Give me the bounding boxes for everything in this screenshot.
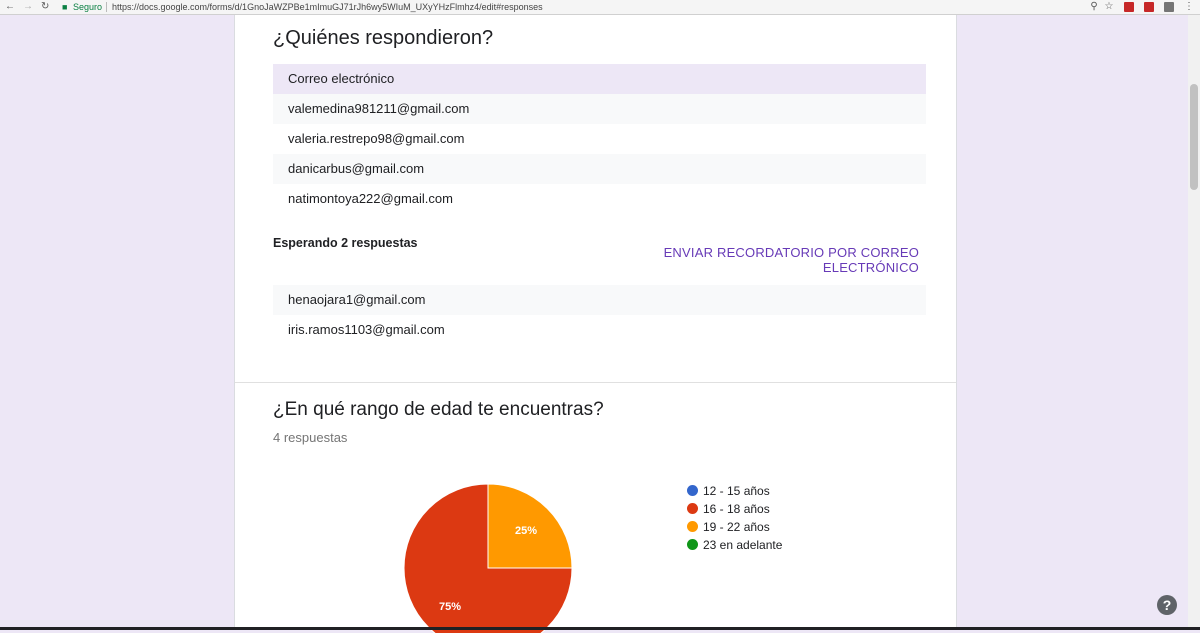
waiting-label: Esperando 2 respuestas — [273, 236, 418, 250]
table-row: iris.ramos1103@gmail.com — [273, 315, 926, 345]
table-row: valemedina981211@gmail.com — [273, 94, 926, 124]
pie-slice[interactable] — [487, 483, 573, 569]
age-range-pie-chart: 25% 75% — [403, 483, 573, 633]
chart-legend: 12 - 15 años 16 - 18 años 19 - 22 años 23 e… — [687, 482, 782, 554]
pie-slice-label: 25% — [515, 525, 537, 537]
browser-toolbar: ← → ↻ ■ Seguro https://docs.google.com/f… — [0, 0, 1200, 15]
respondent-email: valeria.restrepo98@gmail.com — [288, 131, 465, 146]
response-count: 4 respuestas — [273, 430, 348, 445]
legend-item: 19 - 22 años — [687, 518, 782, 536]
reload-icon[interactable]: ↻ — [41, 1, 50, 12]
table-row: valeria.restrepo98@gmail.com — [273, 124, 926, 154]
help-icon[interactable]: ? — [1157, 595, 1177, 615]
respondent-email: valemedina981211@gmail.com — [288, 101, 470, 116]
secure-label: Seguro — [73, 2, 103, 12]
pending-email: iris.ramos1103@gmail.com — [288, 322, 445, 337]
taskbar-edge — [0, 627, 1200, 630]
question-title: ¿En qué rango de edad te encuentras? — [273, 399, 604, 420]
table-row: henaojara1@gmail.com — [273, 285, 926, 315]
address-bar[interactable]: https://docs.google.com/forms/d/1GnoJaWZ… — [112, 2, 543, 12]
table-header: Correo electrónico — [273, 64, 926, 94]
legend-color-dot — [687, 503, 698, 514]
scrollbar-thumb[interactable] — [1190, 84, 1198, 190]
responses-card: ¿Quiénes respondieron? Correo electrónic… — [234, 15, 957, 633]
legend-color-dot — [687, 539, 698, 550]
column-header-email: Correo electrónico — [288, 71, 395, 86]
bookmark-star-icon[interactable]: ☆ — [1104, 1, 1114, 12]
pending-email: henaojara1@gmail.com — [288, 292, 426, 307]
legend-label: 23 en adelante — [703, 538, 783, 552]
pie-slice-label: 75% — [439, 601, 461, 613]
legend-item: 12 - 15 años — [687, 482, 782, 500]
forward-icon[interactable]: → — [23, 1, 33, 12]
legend-label: 12 - 15 años — [703, 484, 770, 498]
legend-label: 16 - 18 años — [703, 502, 770, 516]
legend-label: 19 - 22 años — [703, 520, 770, 534]
zoom-icon[interactable]: ⚲ — [1090, 1, 1098, 12]
legend-color-dot — [687, 521, 698, 532]
extension-icon[interactable] — [1144, 2, 1154, 12]
legend-color-dot — [687, 485, 698, 496]
url-separator — [106, 2, 107, 12]
back-icon[interactable]: ← — [5, 1, 15, 12]
respondent-email: danicarbus@gmail.com — [288, 161, 425, 176]
extension-gray-icon[interactable] — [1164, 2, 1174, 12]
legend-item: 16 - 18 años — [687, 500, 782, 518]
table-row: danicarbus@gmail.com — [273, 154, 926, 184]
table-row: natimontoya222@gmail.com — [273, 184, 926, 214]
send-reminder-button[interactable]: ENVIAR RECORDATORIO POR CORREO ELECTRÓNI… — [663, 245, 919, 275]
section-divider — [235, 382, 956, 383]
respondents-title: ¿Quiénes respondieron? — [273, 27, 494, 49]
legend-item: 23 en adelante — [687, 536, 782, 554]
pdf-extension-icon[interactable] — [1124, 2, 1134, 12]
lock-icon: ■ — [62, 2, 68, 12]
menu-icon[interactable]: ⋮ — [1184, 1, 1194, 12]
respondent-email: natimontoya222@gmail.com — [288, 191, 453, 206]
